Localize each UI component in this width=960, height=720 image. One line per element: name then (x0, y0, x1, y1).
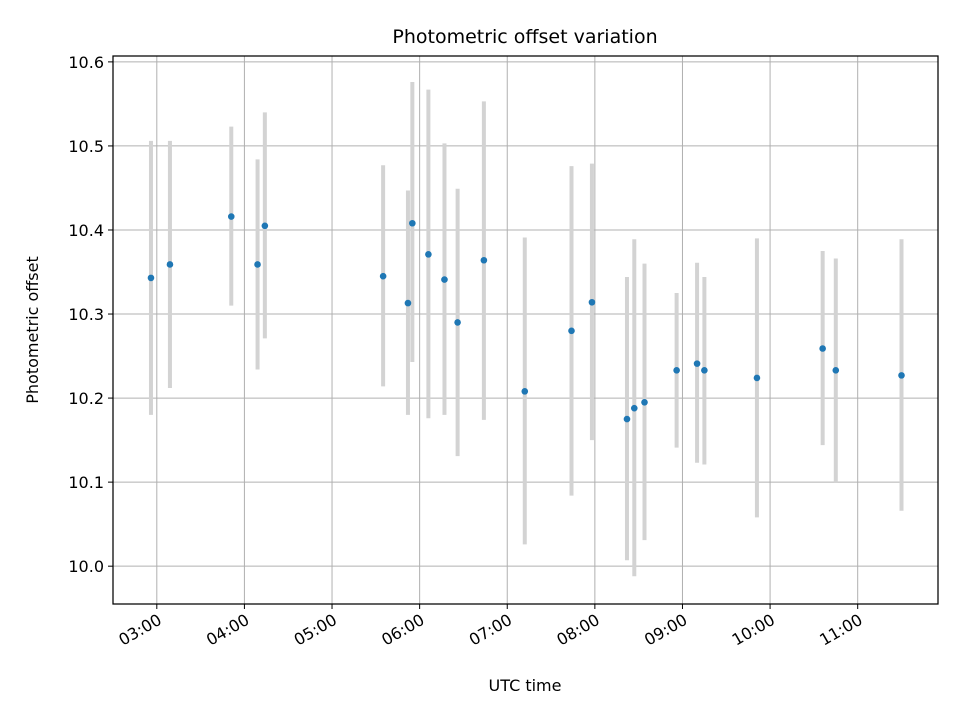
data-point (693, 360, 701, 367)
data-point (404, 299, 412, 307)
data-point (898, 372, 905, 379)
data-points (147, 213, 905, 423)
data-point (641, 398, 648, 406)
data-point (819, 345, 826, 352)
data-point (568, 327, 575, 335)
data-point (753, 374, 761, 382)
data-point (701, 367, 708, 374)
plot-frame (112, 55, 939, 605)
data-point (623, 415, 631, 423)
y-tick-label: 10.0 (68, 557, 104, 576)
y-tick-label: 10.6 (68, 53, 104, 72)
chart-title: Photometric offset variation (392, 26, 657, 48)
data-point (521, 388, 529, 395)
y-tick-label: 10.1 (68, 473, 104, 492)
y-tick-label: 10.4 (68, 221, 104, 240)
data-point (630, 404, 638, 412)
data-point (147, 274, 155, 282)
x-axis-label: UTC time (489, 676, 562, 695)
data-point (454, 319, 461, 326)
data-point (832, 367, 840, 374)
data-point (254, 261, 261, 268)
y-axis-label: Photometric offset (23, 256, 42, 404)
data-point (379, 272, 387, 280)
data-point (480, 256, 488, 264)
data-point (166, 261, 174, 268)
y-tick-label: 10.5 (68, 137, 104, 156)
y-axis-ticks: 10.0 10.1 10.2 10.3 10.4 10.5 10.6 (68, 53, 113, 576)
data-point (227, 213, 235, 220)
y-tick-label: 10.3 (68, 305, 104, 324)
data-point (588, 298, 596, 306)
data-point (261, 222, 269, 230)
y-tick-label: 10.2 (68, 389, 104, 408)
data-point (409, 219, 416, 227)
data-point (673, 367, 680, 374)
data-point (425, 251, 432, 258)
data-point (441, 276, 448, 283)
